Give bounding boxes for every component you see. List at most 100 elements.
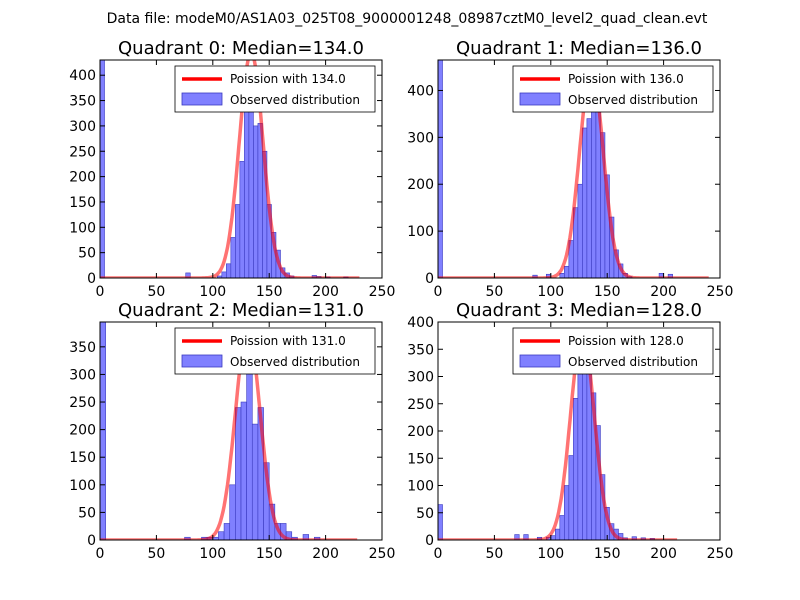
quadrant-1-xtick-label: 0 xyxy=(434,284,443,300)
quadrant-0-xtick-label: 200 xyxy=(312,284,339,300)
quadrant-3-bar xyxy=(564,485,570,540)
quadrant-0-title: Quadrant 0: Median=134.0 xyxy=(118,38,364,59)
quadrant-3-ytick-label: 100 xyxy=(407,479,434,495)
quadrant-1-panel: Quadrant 1: Median=136.0 0 50 100 150 200 250 0… xyxy=(407,38,733,300)
quadrant-1-bar xyxy=(577,183,583,278)
quadrant-1-axes-frame xyxy=(437,59,721,279)
quadrant-3-ytick-label: 200 xyxy=(407,424,434,440)
quadrant-0-bar xyxy=(230,237,236,278)
quadrant-0-ytick-label: 100 xyxy=(69,220,96,236)
quadrant-3-legend: Poission with 128.0 Observed distribution xyxy=(512,327,714,375)
quadrant-0-bar xyxy=(253,125,259,278)
quadrant-0-ytick-label: 250 xyxy=(69,144,96,160)
legend-line-label: Poission with 128.0 xyxy=(568,334,684,348)
panels: Quadrant 0: Median=134.0 0 50 100 150 200 250 0… xyxy=(69,38,733,562)
quadrant-0-bar xyxy=(100,60,105,278)
figure-suptitle: Data file: modeM0/AS1A03_025T08_90000012… xyxy=(107,11,708,27)
legend-line-label: Poission with 134.0 xyxy=(230,72,346,86)
quadrant-2-legend: Poission with 131.0 Observed distribution xyxy=(174,327,376,375)
legend-bar-label: Observed distribution xyxy=(568,93,698,107)
quadrant-2-bar xyxy=(229,484,236,540)
quadrant-3-xtick-label: 0 xyxy=(434,546,443,562)
legend-bar-label: Observed distribution xyxy=(230,93,360,107)
quadrant-3-ytick-label: 250 xyxy=(407,397,434,413)
quadrant-3-xtick-label: 150 xyxy=(594,546,621,562)
quadrant-3-bar xyxy=(568,455,574,540)
quadrant-2-bar xyxy=(246,349,253,540)
quadrant-2-ytick-label: 200 xyxy=(69,423,96,439)
quadrant-3-xtick-label: 100 xyxy=(537,546,564,562)
quadrant-1-xtick-label: 50 xyxy=(485,284,503,300)
quadrant-2-ytick-label: 100 xyxy=(69,478,96,494)
quadrant-0-ytick-label: 50 xyxy=(78,246,96,262)
quadrant-3-bar xyxy=(550,535,556,540)
quadrant-3-bar xyxy=(559,515,565,540)
quadrant-3-title: Quadrant 3: Median=128.0 xyxy=(456,300,702,321)
quadrant-1-bar xyxy=(582,127,588,278)
quadrant-2-ytick-label: 300 xyxy=(69,367,96,383)
quadrant-2-bar xyxy=(235,407,242,540)
quadrant-0-bar xyxy=(248,95,254,278)
quadrant-3-ytick-label: 50 xyxy=(416,506,434,522)
quadrant-1-xtick-label: 200 xyxy=(650,284,677,300)
quadrant-0-xtick-label: 100 xyxy=(199,284,226,300)
quadrant-0-ytick-label: 150 xyxy=(69,195,96,211)
quadrant-2-xtick-label: 50 xyxy=(147,546,165,562)
quadrant-0-ytick-label: 300 xyxy=(69,119,96,135)
quadrant-3-ytick-label: 0 xyxy=(425,533,434,549)
quadrant-1-ytick-label: 100 xyxy=(407,224,434,240)
quadrant-1-bar xyxy=(438,60,443,278)
quadrant-2-bar xyxy=(240,401,247,540)
quadrant-2-axes-frame xyxy=(99,321,383,541)
quadrant-1-bar xyxy=(559,273,565,278)
quadrant-2-ytick-label: 50 xyxy=(78,505,96,521)
legend-bar-label: Observed distribution xyxy=(230,355,360,369)
quadrant-3-poisson-curve xyxy=(438,331,678,540)
quadrant-2-xtick-label: 200 xyxy=(312,546,339,562)
quadrant-3-ytick-label: 400 xyxy=(407,315,434,331)
quadrant-1-ytick-label: 200 xyxy=(407,177,434,193)
quadrant-2-ytick-label: 0 xyxy=(87,533,96,549)
quadrant-0-xtick-label: 250 xyxy=(369,284,396,300)
quadrant-2-bar xyxy=(223,523,231,540)
legend-line-label: Poission with 131.0 xyxy=(230,334,346,348)
quadrant-3-xtick-label: 50 xyxy=(485,546,503,562)
quadrant-1-bar xyxy=(591,90,597,278)
quadrant-0-xtick-label: 150 xyxy=(256,284,283,300)
quadrant-2-ytick-label: 250 xyxy=(69,395,96,411)
quadrant-3-bar xyxy=(573,397,579,540)
quadrant-1-poisson-curve xyxy=(438,67,710,278)
quadrant-0-bar xyxy=(239,161,245,278)
quadrant-2-panel: Quadrant 2: Median=131.0 0 50 100 150 200 250 0… xyxy=(69,300,395,562)
quadrant-2-bar xyxy=(100,322,106,540)
quadrant-1-xtick-label: 100 xyxy=(537,284,564,300)
quadrant-3-ytick-label: 300 xyxy=(407,370,434,386)
quadrant-0-xtick-label: 0 xyxy=(96,284,105,300)
quadrant-0-bar xyxy=(221,271,227,278)
quadrant-3-bar xyxy=(582,346,588,540)
quadrant-2-bar xyxy=(302,534,309,540)
quadrant-0-legend: Poission with 134.0 Observed distribution xyxy=(174,65,376,113)
quadrant-2-bar xyxy=(251,423,259,540)
quadrant-0-ytick-label: 200 xyxy=(69,170,96,186)
quadrant-2-ytick-label: 350 xyxy=(69,340,96,356)
quadrant-3-panel: Quadrant 3: Median=128.0 0 50 100 150 200 250 0… xyxy=(407,300,733,562)
quadrant-0-xtick-label: 50 xyxy=(147,284,165,300)
quadrant-1-bar xyxy=(586,118,592,278)
legend-line-label: Poission with 136.0 xyxy=(568,72,684,86)
quadrant-2-bar xyxy=(218,531,225,540)
quadrant-2-xtick-label: 0 xyxy=(96,546,105,562)
quadrant-3-ytick-label: 350 xyxy=(407,342,434,358)
quadrant-0-poisson-curve xyxy=(100,60,361,278)
quadrant-1-ytick-label: 400 xyxy=(407,83,434,99)
legend-bar-swatch xyxy=(519,354,561,368)
quadrant-2-poisson-curve xyxy=(100,328,358,540)
quadrant-3-xtick-label: 250 xyxy=(707,546,734,562)
quadrant-0-ytick-label: 0 xyxy=(87,271,96,287)
legend-bar-swatch xyxy=(181,354,223,368)
quadrant-1-xtick-label: 250 xyxy=(707,284,734,300)
quadrant-2-ytick-label: 150 xyxy=(69,450,96,466)
quadrant-0-bar xyxy=(244,110,250,278)
quadrant-0-panel: Quadrant 0: Median=134.0 0 50 100 150 200 250 0… xyxy=(69,38,395,300)
